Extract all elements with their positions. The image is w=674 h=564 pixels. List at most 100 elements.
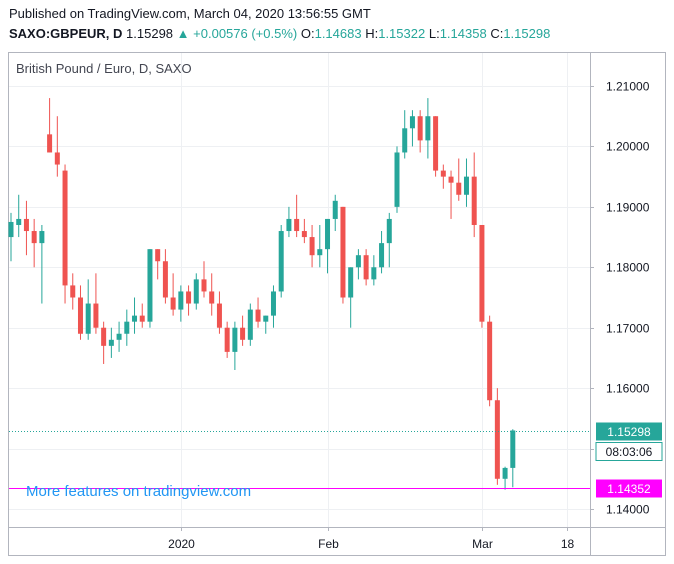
y-tick-label: 1.21000 — [606, 80, 650, 94]
candle — [93, 273, 99, 334]
candle-body — [155, 249, 161, 262]
candle-body — [270, 291, 276, 316]
candle — [108, 327, 114, 358]
candle-body — [294, 218, 300, 232]
candle — [440, 164, 446, 189]
candle-body — [162, 261, 168, 298]
candle-body — [216, 303, 222, 328]
candle — [54, 116, 60, 177]
candles — [8, 98, 516, 490]
candle — [77, 285, 83, 340]
candle — [224, 321, 230, 358]
candle — [487, 315, 493, 407]
candle — [417, 110, 423, 153]
candle-body — [340, 206, 346, 298]
candle — [332, 194, 338, 232]
candle-body — [39, 231, 45, 244]
candle — [47, 98, 53, 153]
candle-body — [101, 327, 107, 346]
price-axis[interactable]: 1.140001.150001.160001.170001.180001.190… — [590, 80, 650, 517]
candle — [193, 273, 199, 310]
candle-body — [247, 309, 253, 340]
candle-body — [255, 309, 261, 322]
candle — [8, 212, 14, 262]
candle-body — [379, 243, 385, 268]
countdown-tag — [595, 442, 663, 461]
x-tick-label: Feb — [318, 537, 339, 551]
candle-body — [394, 152, 400, 207]
candle — [448, 170, 454, 219]
y-tick-label: 1.19000 — [606, 201, 650, 215]
candle — [510, 429, 516, 488]
candle — [139, 303, 145, 328]
candle-body — [487, 321, 493, 401]
candle-body — [16, 218, 22, 225]
candle — [402, 110, 408, 159]
candle-body — [116, 333, 122, 340]
candle — [479, 224, 485, 328]
candle-body — [448, 176, 454, 183]
countdown-label: 08:03:06 — [606, 445, 653, 459]
candle — [494, 388, 500, 485]
candle-body — [286, 218, 292, 232]
open-label: O: — [300, 26, 315, 41]
candle — [170, 273, 176, 316]
candle — [201, 261, 207, 298]
low-marker-label: 1.14352 — [607, 482, 651, 496]
candle — [294, 194, 300, 238]
candle — [348, 267, 354, 328]
candle-body — [463, 176, 469, 195]
candle — [386, 212, 392, 268]
candle-body — [409, 116, 415, 129]
x-tick-label: Mar — [472, 537, 493, 551]
candle-body — [263, 315, 269, 322]
candle-body — [510, 430, 516, 468]
candle-body — [471, 176, 477, 225]
candle — [363, 249, 369, 286]
candle-body — [62, 170, 68, 286]
time-axis[interactable]: 2020 Feb Mar 18 — [168, 527, 574, 551]
candle-body — [193, 279, 199, 304]
candle-body — [433, 116, 439, 171]
candle — [186, 285, 192, 316]
candle — [132, 297, 138, 334]
candle — [425, 98, 431, 159]
candle — [178, 285, 184, 322]
candle — [278, 224, 284, 298]
candle — [301, 218, 307, 244]
grid-lines — [9, 53, 590, 527]
candle-body — [317, 249, 323, 256]
candle — [147, 249, 153, 328]
candle — [232, 321, 238, 371]
candle-body — [170, 297, 176, 310]
candle — [162, 249, 168, 304]
candle — [216, 291, 222, 334]
candle — [31, 218, 37, 268]
candle — [85, 279, 91, 340]
candle — [325, 218, 331, 274]
symbol-label: SAXO:GBPEUR, D — [9, 26, 123, 41]
candle — [155, 249, 161, 280]
candle — [317, 224, 323, 268]
candle-body — [209, 291, 215, 304]
y-tick-label: 1.20000 — [606, 140, 650, 154]
candle-body — [355, 255, 361, 268]
candle-body — [147, 249, 153, 322]
candle — [409, 110, 415, 147]
close-value: 1.15298 — [503, 26, 551, 41]
candle-body — [386, 218, 392, 244]
candle — [263, 315, 269, 334]
candle — [70, 273, 76, 310]
candle-body — [186, 291, 192, 304]
ohlc-legend: SAXO:GBPEUR, D 1.15298 ▲ +0.00576 (+0.5%… — [9, 26, 550, 41]
candle-body — [440, 170, 446, 177]
watermark-link[interactable]: More features on tradingview.com — [26, 483, 251, 500]
low-label: L: — [428, 26, 440, 41]
candle-body — [178, 291, 184, 310]
candle — [463, 158, 469, 207]
high-value: 1.15322 — [378, 26, 426, 41]
candle — [62, 164, 68, 304]
open-value: 1.14683 — [314, 26, 362, 41]
candle — [355, 249, 361, 280]
